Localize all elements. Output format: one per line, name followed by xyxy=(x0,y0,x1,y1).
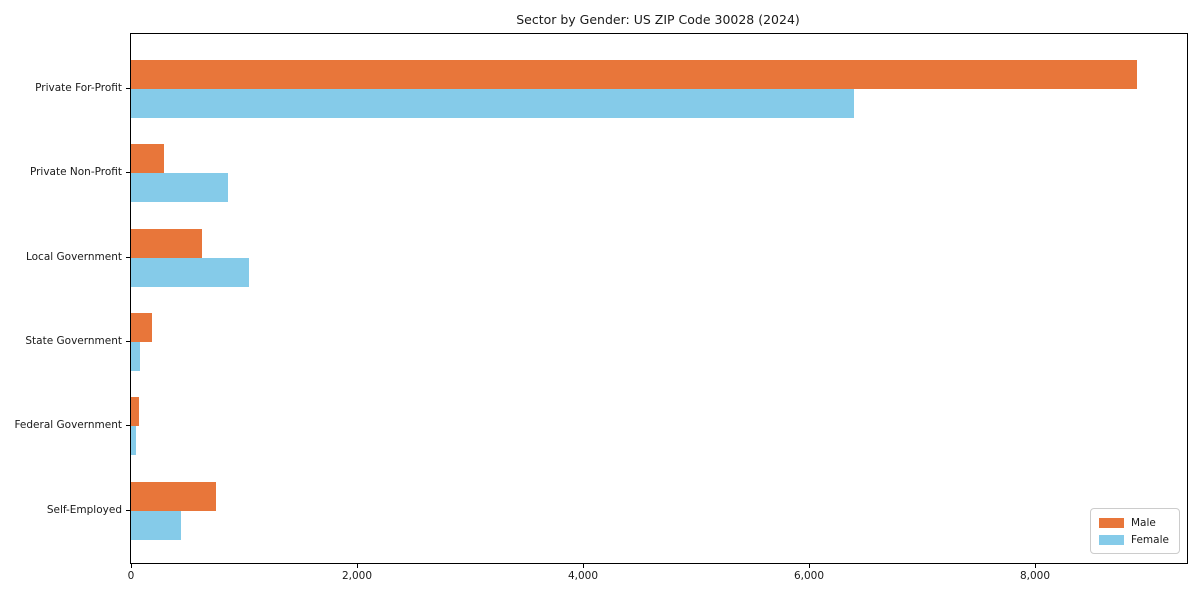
x-tick-label-6000: 6,000 xyxy=(793,570,825,582)
legend-swatch-female xyxy=(1099,535,1124,546)
y-tick-label-private-for-profit: Private For-Profit xyxy=(35,82,122,94)
y-tick-label-private-non-profit: Private Non-Profit xyxy=(29,166,122,179)
legend-item-male: Male xyxy=(1099,515,1171,531)
bar-female-local-government xyxy=(131,257,249,287)
y-tick-label-self-employed: Self-Employed xyxy=(46,503,122,516)
bar-female-state-government xyxy=(131,341,141,371)
plot-area xyxy=(130,33,1188,564)
bar-male-local-government xyxy=(131,228,203,258)
x-tick-label-2000: 2,000 xyxy=(341,570,373,582)
y-tick-label-federal-government: Federal Government xyxy=(14,419,122,432)
legend: Male Female xyxy=(1090,508,1180,554)
x-tick-label-0: 0 xyxy=(127,570,135,582)
y-tick-label-local-government: Local Government xyxy=(25,250,122,263)
bar-male-private-for-profit xyxy=(131,60,1137,89)
y-tick-label-state-government: State Government xyxy=(25,334,122,347)
y-tick-mark xyxy=(126,256,130,258)
chart-title: Sector by Gender: US ZIP Code 30028 (202… xyxy=(516,12,800,27)
bar-male-self-employed xyxy=(131,481,216,511)
y-tick-mark xyxy=(126,425,130,427)
x-tick-label-8000: 8,000 xyxy=(1019,570,1051,582)
legend-label-female: Female xyxy=(1131,534,1169,547)
legend-swatch-male xyxy=(1099,517,1124,528)
bar-male-private-non-profit xyxy=(131,144,164,174)
y-tick-mark xyxy=(126,172,130,174)
bar-female-federal-government xyxy=(131,426,136,456)
x-tick-mark xyxy=(583,564,584,568)
x-tick-mark xyxy=(131,564,132,568)
x-tick-mark xyxy=(809,564,810,568)
legend-label-male: Male xyxy=(1131,516,1156,529)
x-tick-mark xyxy=(357,564,358,568)
x-tick-mark xyxy=(1035,564,1036,568)
legend-item-female: Female xyxy=(1099,532,1171,548)
y-tick-mark xyxy=(126,88,130,89)
bar-female-self-employed xyxy=(131,510,181,540)
bar-male-state-government xyxy=(131,312,153,342)
x-tick-label-4000: 4,000 xyxy=(567,570,599,582)
bar-male-federal-government xyxy=(131,397,139,427)
y-tick-mark xyxy=(126,340,130,342)
bar-female-private-non-profit xyxy=(131,173,229,203)
bar-female-private-for-profit xyxy=(131,89,855,118)
y-tick-mark xyxy=(126,509,130,511)
